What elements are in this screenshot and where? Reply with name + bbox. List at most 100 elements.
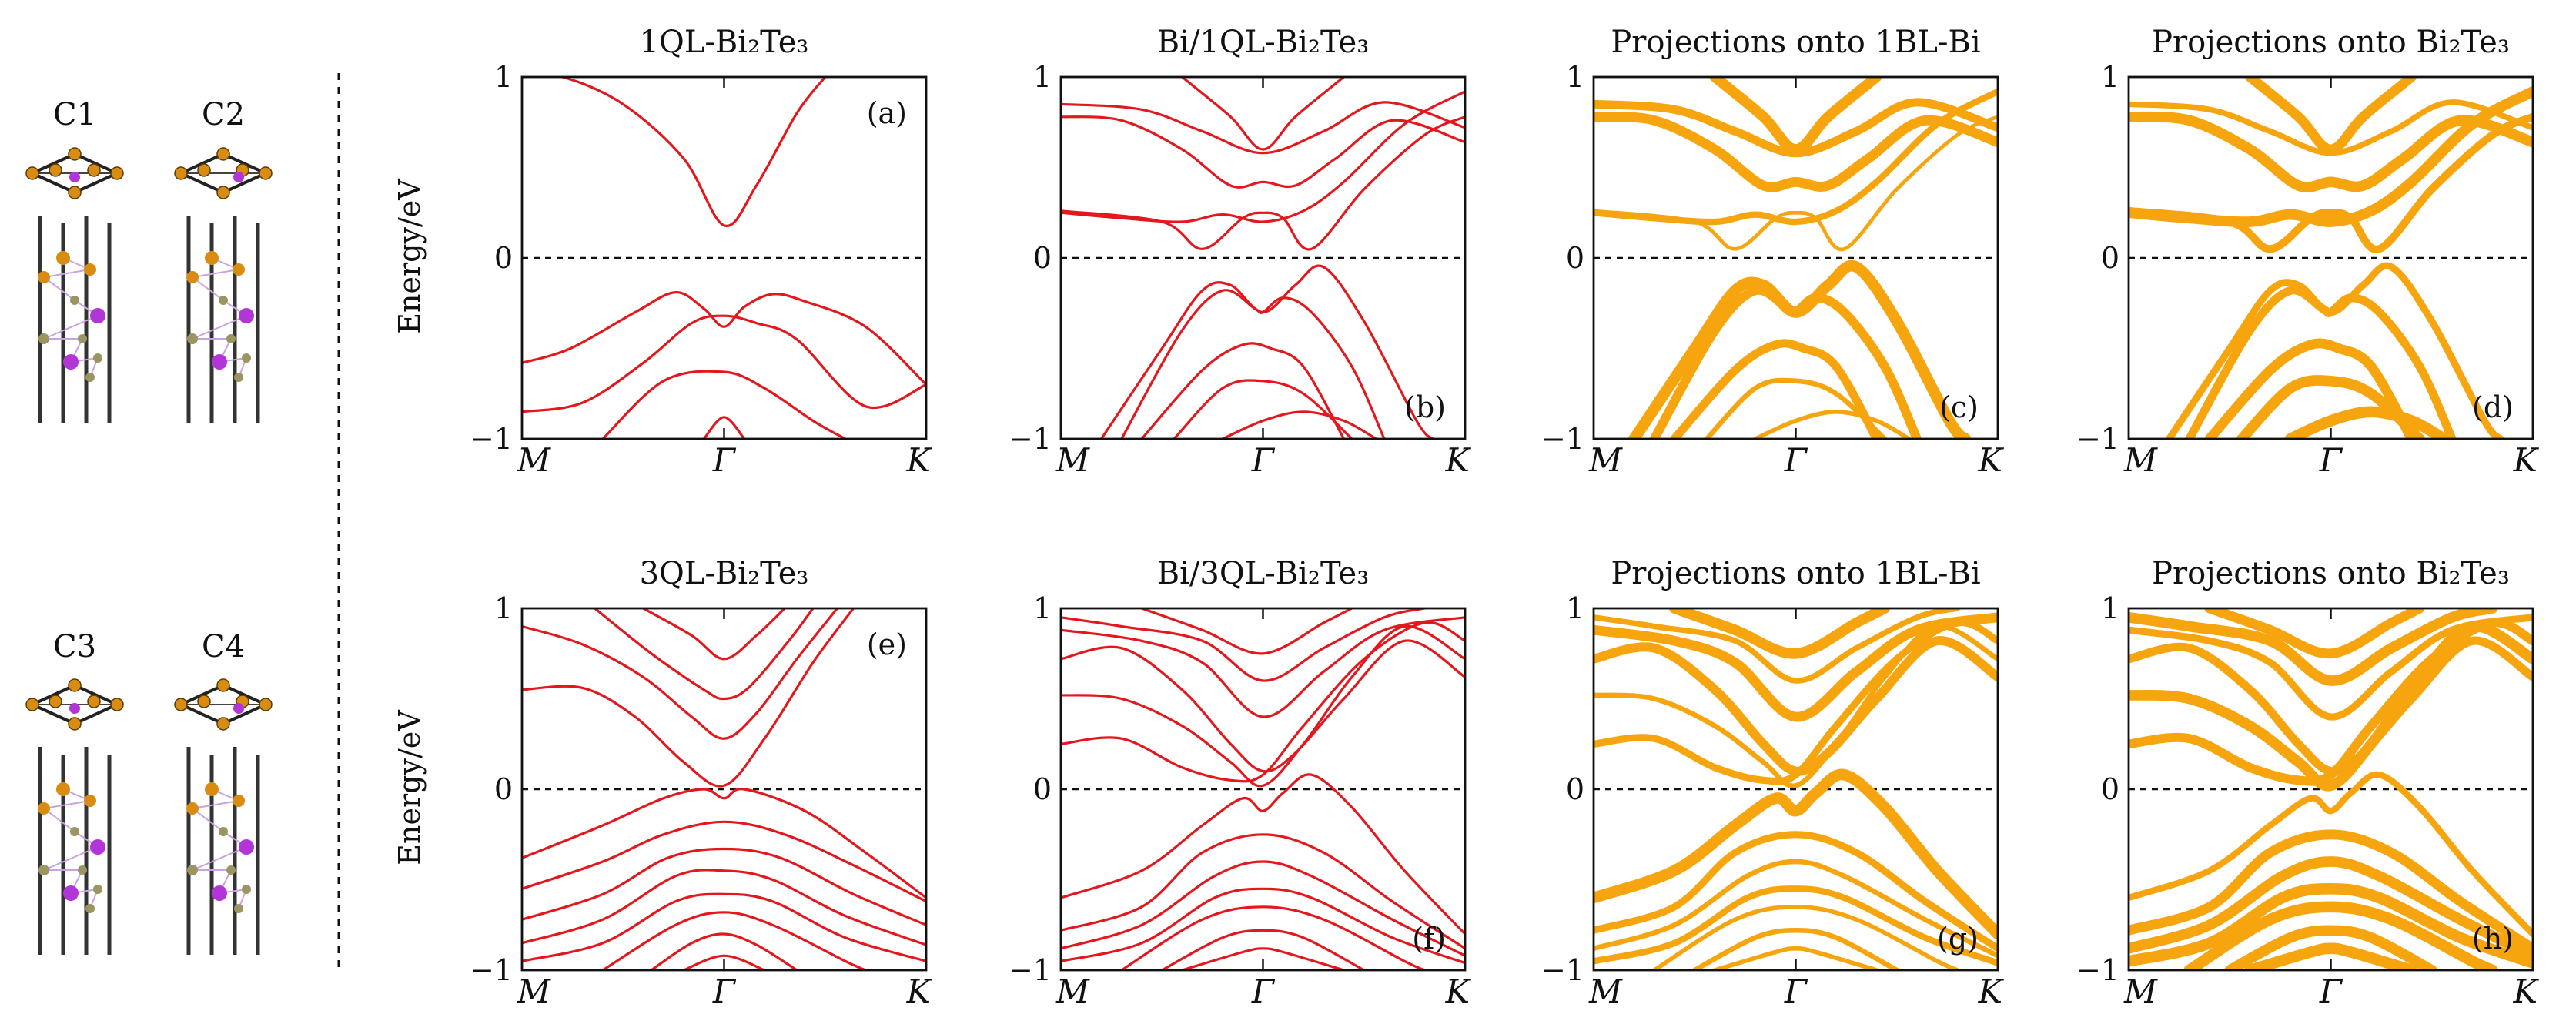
- bond: [43, 315, 99, 340]
- k-point-label: M: [1055, 441, 1090, 479]
- band-h-c1: [2129, 636, 2533, 776]
- te-atom: [216, 186, 230, 199]
- y-tick-label: −1: [1009, 953, 1052, 987]
- band-h-v7: [2244, 942, 2417, 970]
- band-e-v7: [650, 932, 798, 970]
- k-point-label: M: [1055, 972, 1090, 1010]
- se-atom: [85, 904, 95, 913]
- band-d-v1: [2165, 262, 2504, 439]
- band-h-v6: [2224, 925, 2437, 970]
- band-g-c5: [1594, 608, 1961, 684]
- k-point-label: K: [1445, 441, 1472, 479]
- band-d-b5: [2245, 77, 2417, 155]
- panel-frame: [2127, 75, 2534, 440]
- te-atom: [49, 695, 62, 708]
- te-atom: [186, 271, 199, 283]
- k-point-label: K: [906, 441, 933, 479]
- k-point-label: K: [1978, 972, 2005, 1010]
- y-tick-label: 0: [2101, 772, 2119, 806]
- k-point-label: M: [2123, 972, 2158, 1010]
- y-tick-label: 1: [1566, 60, 1584, 94]
- band-h-v5: [2183, 901, 2498, 970]
- panel-f: Bi/3QL-Bi₂Te₃ 1 0 −1M Γ K (f): [1009, 556, 1472, 1010]
- k-point-label: M: [517, 441, 551, 479]
- band-g-c3: [1594, 618, 1998, 785]
- bi-atom: [212, 354, 227, 370]
- y-tick-label: 1: [2101, 591, 2119, 625]
- band-f-c2: [1061, 624, 1465, 788]
- band-f-v6: [1160, 929, 1366, 970]
- structure-c4: [174, 678, 273, 955]
- band-e-cv: [522, 788, 926, 899]
- te-atom: [38, 271, 50, 283]
- bands-h: [2129, 608, 2533, 970]
- panel-label-c: (c): [1939, 390, 1979, 424]
- band-h-v3: [2129, 856, 2533, 962]
- band-e-c1: [522, 608, 839, 740]
- panel-e: 3QL-Bi₂Te₃ 1 0 −1M Γ K (e): [470, 556, 933, 1010]
- te-atom: [197, 163, 211, 177]
- te-atom: [216, 147, 230, 161]
- band-c-v3: [1670, 339, 1881, 439]
- band-h-c6: [2204, 608, 2425, 659]
- band-b-v3: [1140, 342, 1346, 439]
- se-atom: [93, 353, 102, 363]
- band-f-v1: [1061, 773, 1465, 936]
- band-b-v1: [1099, 264, 1434, 439]
- band-c-b3: [1594, 112, 1998, 192]
- band-h-c2: [2129, 621, 2533, 792]
- band-f-c3: [1061, 621, 1465, 783]
- band-a-vb2: [522, 314, 926, 413]
- band-e-v2: [522, 820, 926, 903]
- bi-atom: [239, 839, 254, 855]
- bands-e: [522, 608, 926, 970]
- band-d-b1: [2129, 85, 2533, 227]
- band-b-b1: [1061, 90, 1465, 223]
- k-point-label: Γ: [1251, 441, 1276, 479]
- band-b-v4: [1173, 379, 1353, 439]
- band-g-c1: [1594, 636, 1998, 776]
- k-point-label: K: [2513, 441, 2540, 479]
- panel-label-a: (a): [867, 96, 907, 130]
- y-tick-label: −1: [2076, 953, 2119, 987]
- bond: [43, 808, 75, 832]
- te-atom: [186, 802, 199, 815]
- panel-frame: [1592, 75, 1999, 440]
- band-h-c4: [2129, 614, 2533, 721]
- k-point-label: K: [1978, 441, 2005, 479]
- te-atom: [197, 695, 211, 708]
- band-b-v2: [1120, 289, 1386, 439]
- panel-frame: [2127, 607, 2534, 972]
- y-tick-label: 0: [494, 772, 513, 806]
- bond: [192, 808, 224, 832]
- panel-frame: [520, 75, 928, 440]
- panel-label-g: (g): [1937, 922, 1979, 956]
- se-atom: [187, 865, 198, 875]
- te-atom: [38, 802, 50, 815]
- bi-atom: [69, 172, 80, 182]
- y-tick-label: −1: [2076, 422, 2119, 456]
- y-tick-label: −1: [1541, 953, 1584, 987]
- band-e-v6: [601, 911, 867, 970]
- band-c-v1: [1628, 259, 1972, 439]
- y-tick-label: 0: [494, 241, 513, 275]
- te-atom: [68, 147, 82, 161]
- se-atom: [38, 865, 49, 875]
- structure-schematics: C1 C2 C3 C4: [25, 97, 273, 955]
- panel-d: Projections onto Bi₂Te₃ 1 0 −1M Γ K (d): [2076, 25, 2540, 479]
- panel-title-a: 1QL-Bi₂Te₃: [640, 25, 809, 60]
- bond: [192, 846, 247, 871]
- te-atom: [174, 166, 188, 180]
- y-tick-label: 0: [1566, 772, 1584, 806]
- te-atom: [174, 698, 188, 711]
- panel-label-d: (d): [2472, 390, 2514, 424]
- te-atom: [216, 678, 230, 692]
- panel-h: Projections onto Bi₂Te₃ 1 0 −1M Γ K (h): [2076, 556, 2540, 1010]
- band-g-v5: [1652, 905, 1960, 970]
- band-f-c1: [1061, 639, 1465, 773]
- panel-title-h: Projections onto Bi₂Te₃: [2152, 556, 2510, 591]
- y-tick-label: 1: [1033, 591, 1052, 625]
